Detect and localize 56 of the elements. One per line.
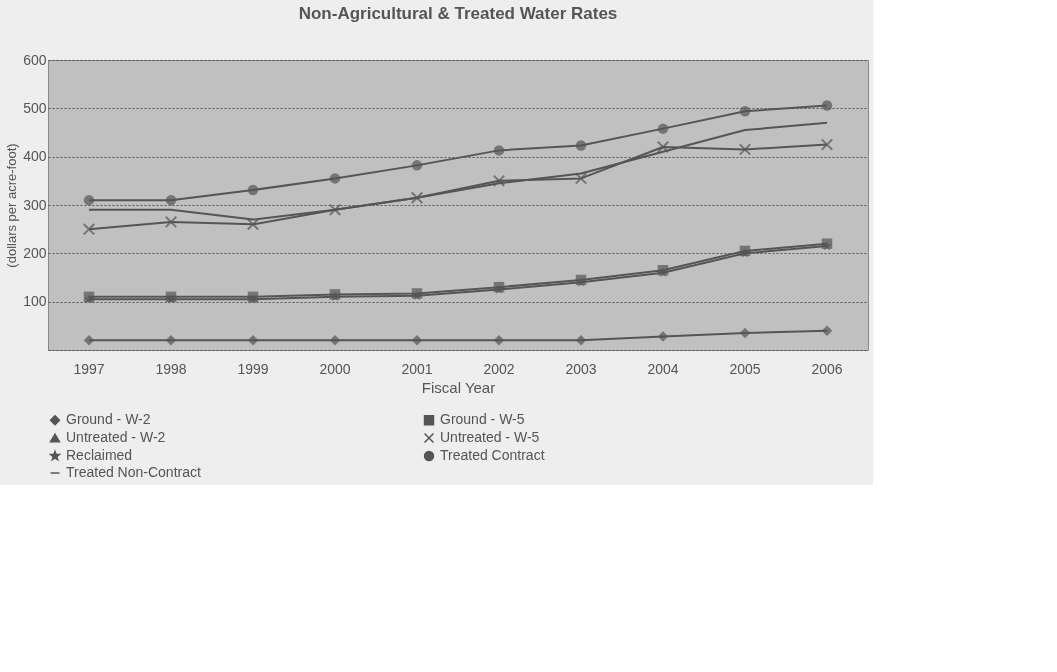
y-tick-label: 500 xyxy=(23,99,47,116)
point xyxy=(821,325,833,336)
y-tick-label: 400 xyxy=(23,148,47,165)
point xyxy=(411,335,423,346)
legend-label: Treated Contract xyxy=(440,447,545,463)
point xyxy=(329,173,341,184)
point xyxy=(738,143,752,156)
point xyxy=(493,335,505,346)
y-tick-label: 100 xyxy=(23,293,47,310)
point xyxy=(246,218,260,231)
point xyxy=(328,203,342,217)
x-tick-label: 2002 xyxy=(483,360,515,377)
x-tick-label: 2003 xyxy=(565,360,597,377)
legend-label: Untreated - W-5 xyxy=(440,429,540,445)
point xyxy=(329,335,341,346)
point xyxy=(821,100,833,111)
y-tick-label: 600 xyxy=(23,51,47,68)
x-tick-label: 1999 xyxy=(237,360,269,377)
point xyxy=(492,174,506,188)
legend-label: Untreated - W-2 xyxy=(66,429,166,445)
x-tick-label: 1998 xyxy=(155,360,187,377)
x-tick-label: 2006 xyxy=(811,360,843,377)
legend-label: Reclaimed xyxy=(66,447,133,463)
point xyxy=(739,106,751,117)
point xyxy=(656,140,670,154)
chart-title: Non-Agricultural & Treated Water Rates xyxy=(298,4,618,23)
point xyxy=(247,184,259,196)
point xyxy=(165,194,177,206)
point xyxy=(247,335,259,346)
point xyxy=(574,172,588,185)
x-axis-title: Fiscal Year xyxy=(421,378,496,396)
point xyxy=(83,335,95,346)
point xyxy=(165,335,177,346)
point xyxy=(411,160,423,171)
point xyxy=(82,222,96,236)
y-tick-label: 300 xyxy=(23,196,47,213)
point xyxy=(575,335,587,346)
y-axis-title: (dollars per acre-foot) xyxy=(4,143,20,268)
point xyxy=(410,191,424,204)
x-tick-label: 2005 xyxy=(729,360,761,377)
point xyxy=(657,331,669,342)
legend-label: Treated Non-Contract xyxy=(66,464,201,480)
point xyxy=(83,194,95,206)
point xyxy=(164,215,178,229)
y-tick-label: 200 xyxy=(23,244,47,261)
x-tick-label: 2004 xyxy=(647,360,679,377)
legend-label: Ground - W-5 xyxy=(440,411,525,428)
point xyxy=(657,123,669,134)
legend-label: Ground - W-2 xyxy=(66,411,151,428)
x-tick-label: 2001 xyxy=(401,360,433,377)
point xyxy=(820,138,834,151)
point xyxy=(493,145,505,156)
x-tick-label: 1997 xyxy=(73,360,105,377)
x-tick-label: 2000 xyxy=(319,360,351,377)
point xyxy=(575,140,587,151)
point xyxy=(739,327,751,339)
